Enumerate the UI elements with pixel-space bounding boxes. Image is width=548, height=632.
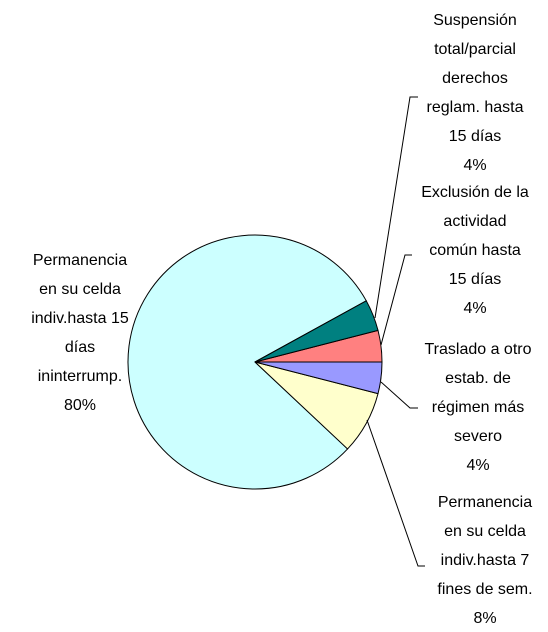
category-label: Traslado a otro estab. de régimen más se… (424, 341, 532, 445)
value-label: 8% (473, 610, 497, 627)
leader-lines (366, 96, 425, 567)
value-label: 4% (463, 157, 487, 174)
pie-slice (254, 300, 379, 363)
slice-label: Traslado a otro estab. de régimen más se… (398, 335, 548, 480)
slice-label: Permanencia en su celda indiv.hasta 15 d… (0, 246, 160, 420)
category-label: Permanencia en su celda indiv.hasta 7 fi… (437, 494, 533, 598)
slice-label: Exclusión de la actividad común hasta 15… (395, 178, 548, 323)
category-label: Suspensión total/parcial derechos reglam… (426, 12, 524, 145)
slice-label: Suspensión total/parcial derechos reglam… (395, 6, 548, 180)
category-label: Exclusión de la actividad común hasta 15… (421, 184, 529, 288)
value-label: 4% (466, 457, 490, 474)
category-label: Permanencia en su celda indiv.hasta 15 d… (31, 252, 129, 385)
slice-label: Permanencia en su celda indiv.hasta 7 fi… (405, 488, 548, 632)
value-label: 4% (463, 300, 487, 317)
pie-slice (127, 234, 367, 490)
value-label: 80% (63, 397, 97, 414)
